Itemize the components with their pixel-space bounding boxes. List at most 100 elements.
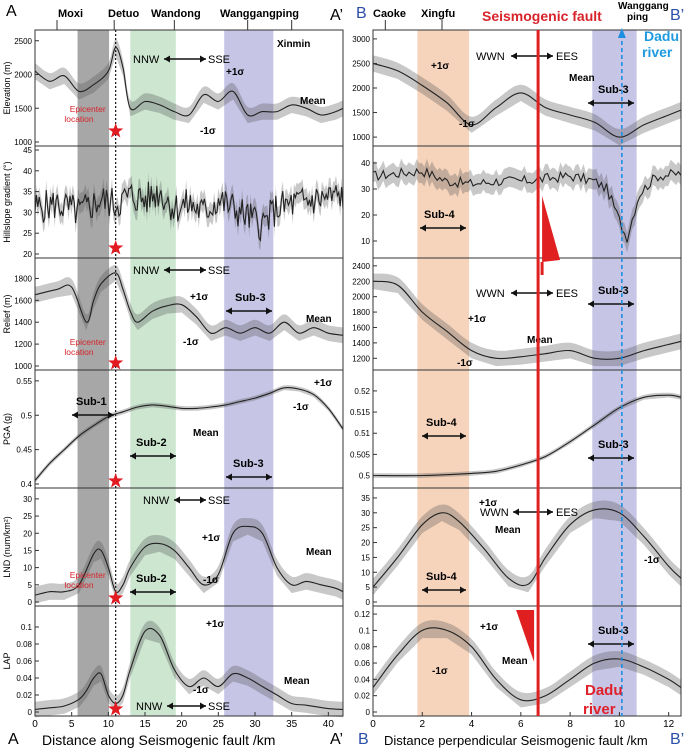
epicenter-star-2: [108, 240, 124, 255]
sub3-lap-r-arrow: [588, 640, 634, 648]
x-tick-label: 30: [249, 719, 261, 730]
chart-left-5: [34, 518, 344, 604]
mean-line-3: [372, 280, 682, 360]
x-axis-title-left: Distance along Seismogenic fault /km: [42, 732, 275, 748]
sub2-lnd-arrow: [130, 588, 176, 596]
x-tick-label: 4: [469, 719, 475, 730]
arrow-head-right: [628, 640, 634, 648]
corner-a-prime-top: A’: [330, 7, 343, 24]
mean-line-2: [34, 181, 344, 243]
arrow-head-right: [200, 702, 206, 710]
y-axis-title: Elevation (m): [2, 61, 12, 114]
sub2-lnd-label: Sub-2: [136, 573, 167, 585]
arrow-head-left: [164, 266, 170, 274]
arrow-head-right: [460, 224, 466, 232]
epicenter-star-5: [108, 590, 124, 605]
arrow-head-left: [130, 588, 136, 596]
y-axis-title: LND (num/km²): [2, 516, 12, 578]
corner-a-top: A: [6, 3, 17, 20]
direction-lnd-r-to: EES: [556, 507, 578, 519]
arrow-head-left: [226, 307, 232, 315]
sub2-pga-arrow: [130, 452, 176, 460]
x-tick-label: 20: [176, 719, 188, 730]
y-tick-label: 1600: [14, 296, 32, 305]
place-ping: ping: [627, 12, 648, 23]
fault-arrow-up: [542, 196, 561, 262]
y-tick-label: 30: [23, 495, 32, 504]
stat-label-10: +1σ: [202, 533, 220, 544]
y-tick-label: 25: [23, 512, 32, 521]
mean-line-1: [34, 46, 344, 117]
y-tick-label: 2500: [352, 59, 370, 68]
arrow-head-right: [628, 300, 634, 308]
corner-a-prime-bottom: A’: [330, 731, 343, 748]
sub3-relief-label: Sub-3: [235, 292, 266, 304]
sub4-pga-r-arrow: [422, 432, 466, 440]
stat-label-25: +1σ: [480, 622, 498, 633]
direction-elev-arrow: [164, 55, 206, 63]
y-tick-label: 0.04: [354, 675, 370, 684]
arrow-head-left: [174, 496, 180, 504]
direction-relief-from: NNW: [133, 265, 160, 277]
place-xingfu: Xingfu: [421, 8, 455, 20]
epicenter-label-3-line1: Epicenter: [70, 337, 106, 347]
y-tick-label: 2000: [14, 71, 32, 80]
arrow-head-left: [511, 289, 517, 297]
stat-label-22: +1σ: [479, 498, 497, 509]
x-axis-title-right: Distance perpendicular Seismogenic fault…: [384, 733, 648, 748]
mean-line-5: [372, 508, 682, 588]
arrow-head-right: [200, 496, 206, 504]
y-tick-label: 1600: [352, 323, 370, 332]
stat-label-1: +1σ: [226, 67, 244, 78]
chart-right-4: [372, 392, 682, 478]
y-tick-label: 0.4: [21, 480, 33, 489]
y-tick-label: 0.505: [350, 450, 371, 459]
y-axis-right-6: 0 0.02 0.04 0.06 0.08 0.1 0.12: [354, 610, 377, 717]
arrow-head-left: [513, 508, 519, 516]
confidence-band-4: [35, 385, 343, 483]
stat-label-13: +1σ: [206, 619, 224, 630]
y-tick-label: 1800: [352, 308, 370, 317]
confidence-band-2: [373, 158, 681, 253]
y-axis-left-2: 20 25 30 35 40 45 Hillslope gradient (°): [2, 146, 39, 259]
y-tick-label: 0.06: [16, 657, 32, 666]
x-tick-label: 0: [370, 719, 376, 730]
chart-right-5: [372, 500, 682, 596]
dadu-river-label-bottom-1: Dadu: [585, 682, 623, 699]
arrow-head-left: [130, 452, 136, 460]
y-tick-label: 0.5: [359, 472, 371, 481]
y-axis-title: Relief (m): [2, 294, 12, 333]
y-tick-label: 30: [23, 208, 32, 217]
y-tick-label: 3000: [352, 35, 370, 44]
arrow-head-right: [108, 411, 114, 419]
x-tick-label: 40: [323, 719, 335, 730]
stat-label-19: +1σ: [468, 314, 486, 325]
y-axis-right-4: 0.5 0.505 0.51 0.515 0.52: [350, 387, 377, 481]
stat-label-6: Mean: [306, 314, 332, 325]
y-axis-left-4: 0.4 0.45 0.5 0.55 PGA (g): [2, 377, 39, 489]
direction-relief-r-arrow: [511, 289, 553, 297]
stat-label-7: Mean: [193, 428, 219, 439]
y-tick-label: 0.04: [16, 674, 32, 683]
arrow-head-left: [422, 586, 428, 594]
y-tick-label: 1400: [352, 339, 370, 348]
x-tick-label: 5: [69, 719, 75, 730]
x-tick-label: 12: [663, 719, 675, 730]
band-sub-3-right: [592, 30, 637, 716]
chart-right-1: [372, 55, 682, 146]
place-caoke: Caoke: [373, 8, 406, 20]
sub4-lnd-r-label: Sub-4: [426, 571, 457, 583]
sub4-slope-r-arrow: [420, 224, 466, 232]
x-tick-label: 6: [518, 719, 524, 730]
y-tick-label: 1000: [14, 138, 32, 147]
place-moxi: Moxi: [58, 8, 83, 20]
sub3-relief-r-label: Sub-3: [598, 285, 629, 297]
direction-lnd-arrow: [174, 496, 206, 504]
x-tick-label: 2: [419, 719, 425, 730]
place-detuo: Detuo: [108, 8, 139, 20]
arrow-head-right: [547, 52, 553, 60]
direction-lap-from: NNW: [136, 701, 163, 713]
x-tick-label: 8: [567, 719, 573, 730]
direction-lap-to: SSE: [208, 701, 230, 713]
